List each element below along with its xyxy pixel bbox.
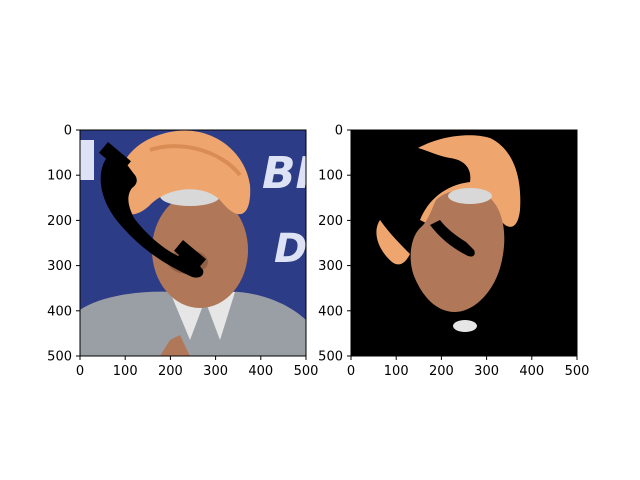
left-y-tick-label: 100 [47,169,72,184]
background-lettering-d: D [274,226,307,272]
right-mask [351,130,577,356]
left-x-tick-label: 0 [76,364,84,379]
turban-fold [149,144,242,177]
left-x-tick-label: 500 [294,364,319,379]
background-lettering-bi: BI [262,148,312,199]
right-y-tick-label: 300 [318,259,343,274]
left-x-tick-label: 100 [113,364,138,379]
right-x-tick-label: 400 [519,364,544,379]
right-y-tick-label: 100 [318,169,343,184]
left-axis-ticks: 0 100 200 300 400 500 0 100 200 300 400 500 [47,124,318,380]
occluder-earpiece [99,141,131,173]
mask-hair [448,188,492,204]
mask-left-lobe [376,220,410,265]
left-y-tick-label: 400 [47,304,72,319]
occluder-handset [100,151,204,278]
right-image-panel: 0 100 200 300 400 500 0 100 200 300 400 500 [318,124,589,380]
left-image-panel: BI D 0 100 200 300 400 500 0 100 200 300 400 500 [47,124,318,380]
hand [160,335,190,356]
mask-face [410,189,505,312]
right-y-tick-label: 500 [318,350,343,365]
right-x-tick-label: 300 [474,364,499,379]
mask-collar [453,320,477,332]
left-axes-frame [79,129,307,357]
left-photo: BI D [80,130,312,356]
right-x-tick-label: 200 [429,364,454,379]
left-x-tick-label: 200 [158,364,183,379]
right-y-tick-label: 0 [335,124,343,139]
right-y-tick-label: 200 [318,214,343,229]
occluder-mouthpiece [174,239,206,271]
background-lettering-left [80,140,94,180]
left-y-tick-label: 0 [64,124,72,139]
right-x-tick-label: 100 [384,364,409,379]
left-x-tick-label: 400 [248,364,273,379]
right-x-tick-label: 0 [347,364,355,379]
left-x-tick-label: 300 [203,364,228,379]
right-axis-ticks: 0 100 200 300 400 500 0 100 200 300 400 500 [318,124,589,380]
left-y-tick-label: 300 [47,259,72,274]
left-y-tick-label: 500 [47,350,72,365]
right-x-tick-label: 500 [565,364,590,379]
right-y-tick-label: 400 [318,304,343,319]
right-axes-frame [350,129,578,357]
left-y-tick-label: 200 [47,214,72,229]
mask-occluded-region [430,220,475,257]
face [152,192,248,308]
